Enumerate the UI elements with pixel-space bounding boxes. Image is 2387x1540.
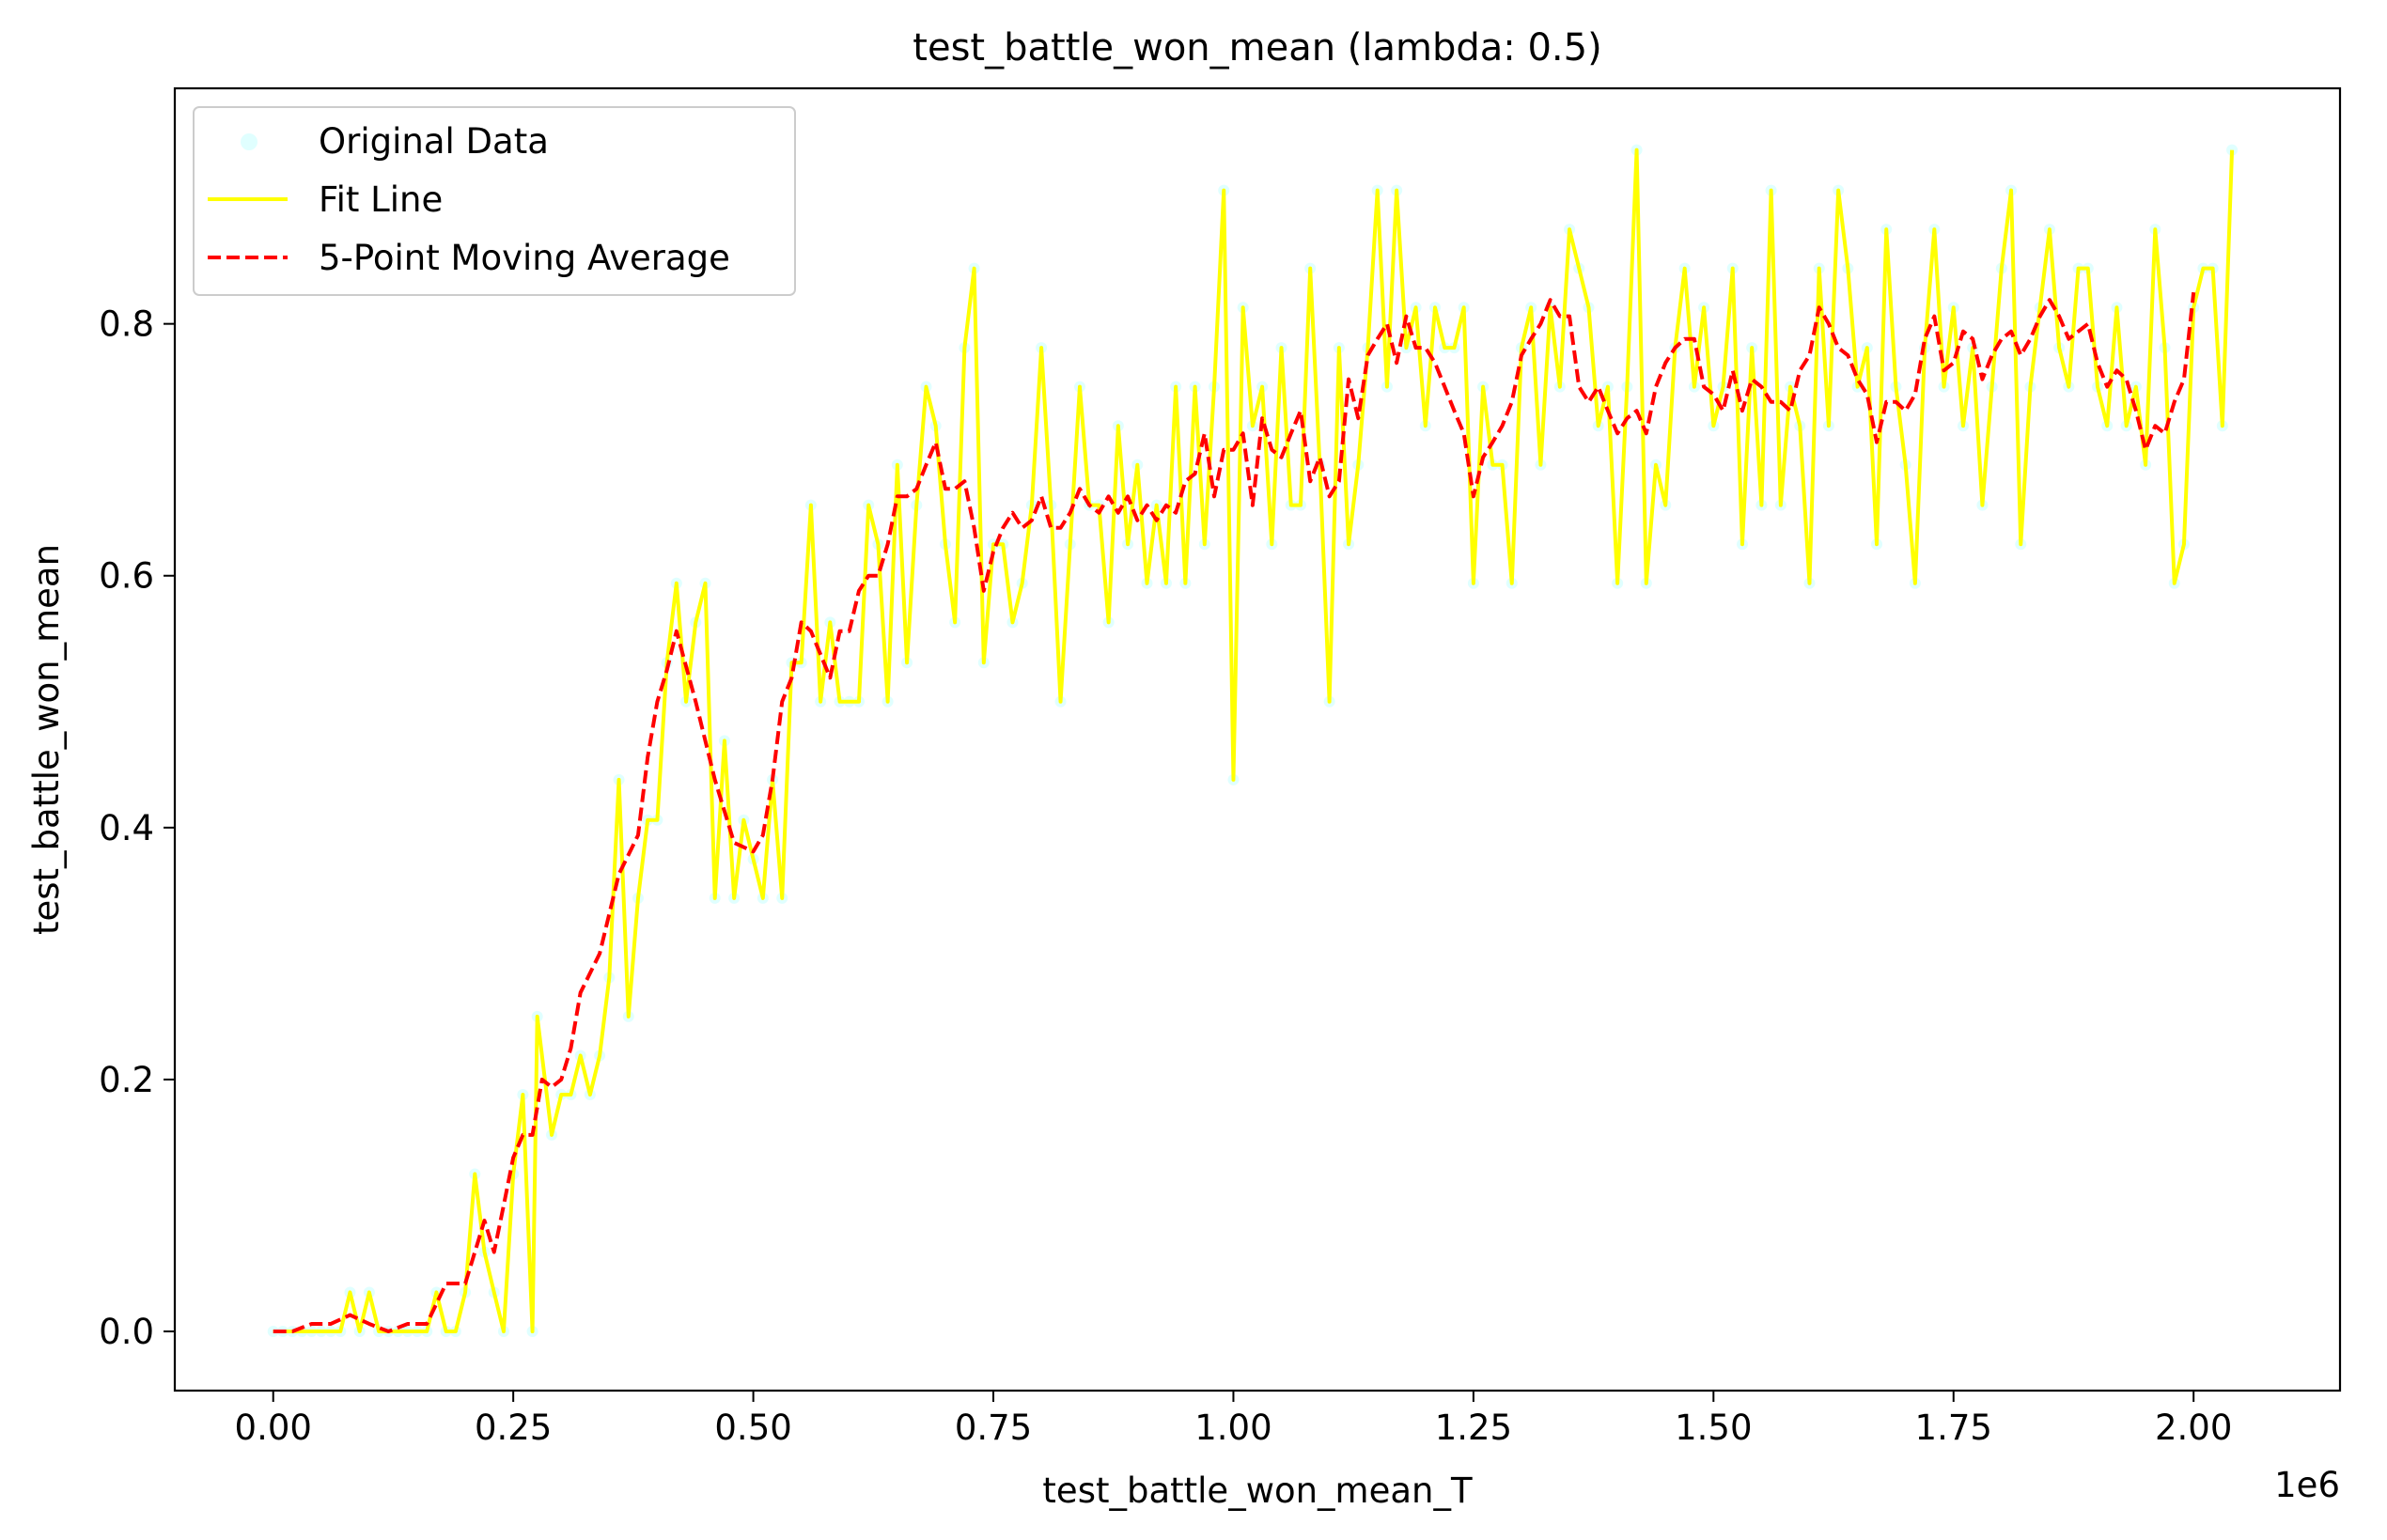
x-offset-label: 1e6 xyxy=(2274,1465,2340,1505)
x-tick-label: 1.75 xyxy=(1915,1408,1992,1448)
legend: Original Data Fit Line 5-Point Moving Av… xyxy=(193,106,796,296)
y-tick-label: 0.0 xyxy=(99,1312,154,1352)
x-axis: 0.00 0.25 0.50 0.75 1.00 1.25 1.50 1.75 2.00 xyxy=(235,1391,2232,1448)
y-tick-label: 0.8 xyxy=(99,304,154,345)
x-tick-label: 1.00 xyxy=(1194,1408,1272,1448)
legend-label-original-data: Original Data xyxy=(319,121,549,162)
x-tick-label: 2.00 xyxy=(2155,1408,2232,1448)
legend-label-fit-line: Fit Line xyxy=(319,179,443,220)
chart-title: test_battle_won_mean (lambda: 0.5) xyxy=(913,26,1601,70)
legend-marker-original-data xyxy=(241,133,257,150)
x-axis-label: test_battle_won_mean_T xyxy=(1042,1470,1473,1511)
x-tick-label: 1.50 xyxy=(1675,1408,1752,1448)
x-tick-label: 1.25 xyxy=(1435,1408,1512,1448)
plot-frame xyxy=(173,86,2342,1392)
y-axis-label: test_battle_won_mean xyxy=(26,544,67,935)
x-tick-label: 0.25 xyxy=(475,1408,552,1448)
fit-line xyxy=(273,148,2235,1333)
y-axis: 0.0 0.2 0.4 0.6 0.8 xyxy=(99,304,175,1352)
y-tick-label: 0.2 xyxy=(99,1060,154,1100)
x-tick-label: 0.75 xyxy=(955,1408,1032,1448)
moving-average-line xyxy=(273,291,2196,1333)
x-tick-label: 0.50 xyxy=(714,1408,791,1448)
legend-box xyxy=(193,106,796,296)
x-tick-label: 0.00 xyxy=(235,1408,312,1448)
legend-label-moving-average: 5-Point Moving Average xyxy=(319,238,730,278)
y-tick-label: 0.6 xyxy=(99,556,154,597)
y-tick-label: 0.4 xyxy=(99,808,154,848)
